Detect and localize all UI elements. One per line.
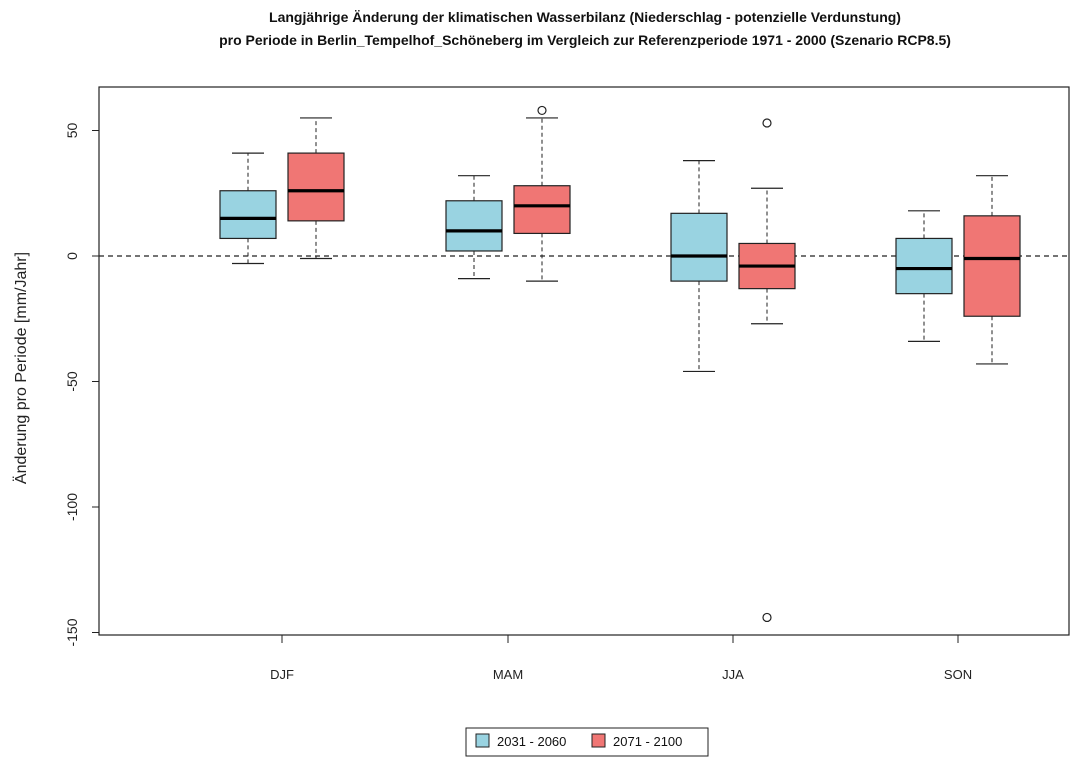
box-iqr: [963, 215, 1021, 317]
box-iqr: [895, 237, 953, 295]
box-iqr: [219, 190, 277, 240]
box-iqr: [287, 152, 345, 222]
box-iqr: [670, 212, 728, 282]
x-tick-label: MAM: [493, 667, 523, 682]
y-tick-label: 0: [64, 252, 80, 260]
y-axis-title: Änderung pro Periode [mm/Jahr]: [12, 252, 30, 484]
plot-area: -150 -100 -50 0 50 DJF MAM JJA SON 2031 - 2060 207…: [64, 86, 1070, 757]
plot-frame: [98, 86, 1070, 636]
x-tick-label: DJF: [270, 667, 294, 682]
box-iqr: [445, 200, 503, 252]
x-tick-label: SON: [944, 667, 972, 682]
outlier-point: [762, 612, 772, 623]
y-tick-label: -150: [64, 618, 80, 646]
legend-box: [465, 727, 709, 757]
chart-title: Langjährige Änderung der klimatischen Wa…: [269, 9, 901, 25]
y-tick-label: -100: [64, 493, 80, 521]
x-tick-label: JJA: [722, 667, 744, 682]
legend-label: 2031 - 2060: [497, 734, 566, 749]
outlier-point: [537, 105, 547, 116]
y-tick-label: 50: [64, 123, 80, 139]
y-tick-label: -50: [64, 371, 80, 391]
legend-label: 2071 - 2100: [613, 734, 682, 749]
outlier-point: [762, 118, 772, 128]
box-iqr: [513, 185, 571, 235]
legend-swatch: [475, 733, 490, 748]
chart-subtitle: pro Periode in Berlin_Tempelhof_Schönebe…: [219, 32, 951, 48]
legend-swatch: [591, 733, 606, 748]
